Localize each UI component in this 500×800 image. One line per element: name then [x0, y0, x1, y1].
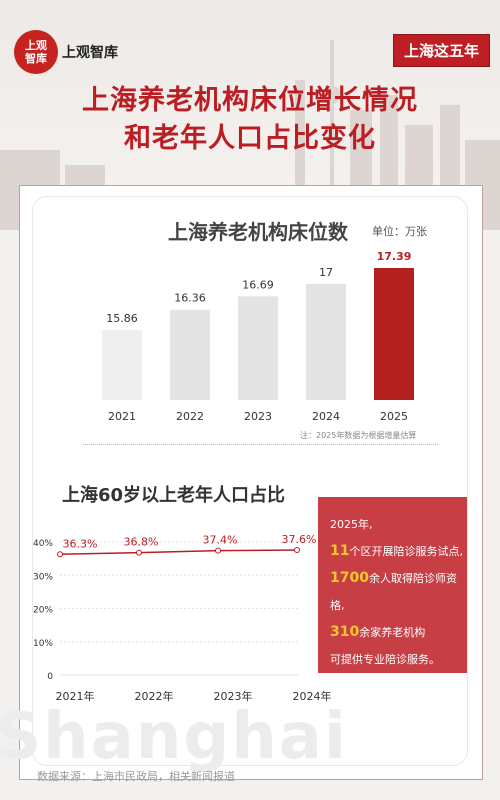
- point-value-label: 36.3%: [63, 537, 98, 550]
- bar: [102, 330, 142, 400]
- highlight-text: 余家养老机构: [359, 626, 426, 639]
- point-value-label: 37.4%: [203, 534, 238, 547]
- point-value-label: 36.8%: [124, 536, 159, 549]
- brand-name: 上观智库: [62, 45, 118, 61]
- data-point: [294, 546, 300, 553]
- x-category-label: 2021年: [56, 689, 95, 703]
- highlight-item: 11个区开展陪诊服务试点,: [330, 538, 467, 565]
- highlight-number: 310: [330, 624, 360, 640]
- title-line-2: 和老年人口占比变化: [124, 123, 376, 154]
- bar-value-label: 16.36: [174, 292, 206, 305]
- highlight-number: 1700: [330, 570, 369, 586]
- bar: [238, 296, 278, 400]
- data-source: 数据来源：上海市民政局，相关新闻报道: [37, 770, 235, 783]
- x-category-label: 2022年: [135, 689, 174, 703]
- line-chart-title: 上海60岁以上老年人口占比: [62, 485, 286, 506]
- data-point: [57, 551, 63, 558]
- y-tick-label: 10%: [33, 639, 53, 649]
- brand-logo: 上观 智库 上观智库: [14, 30, 118, 74]
- x-category-label: 2024年: [293, 689, 332, 703]
- highlight-number: 11: [330, 543, 350, 559]
- page-title: 上海养老机构床位增长情况 和老年人口占比变化: [0, 82, 500, 158]
- brand-badge: 上观 智库: [14, 30, 58, 74]
- highlight-text: 个区开展陪诊服务试点,: [349, 545, 463, 558]
- bar-category-label: 2024: [312, 410, 340, 423]
- highlight-outro: 可提供专业陪诊服务。: [330, 653, 440, 666]
- y-tick-label: 40%: [33, 539, 53, 549]
- bar: [374, 268, 414, 400]
- bar: [306, 283, 346, 400]
- divider: [83, 444, 438, 445]
- y-tick-label: 20%: [33, 606, 53, 616]
- bar-chart-title: 上海养老机构床位数: [168, 220, 348, 244]
- highlight-item: 310余家养老机构: [330, 619, 467, 646]
- bar-value-label: 17.39: [377, 250, 412, 263]
- bar-chart-note: 注：2025年数据为根据增量估算: [300, 431, 417, 440]
- brand-badge-line2: 智库: [25, 52, 47, 65]
- series-tag: 上海这五年: [389, 31, 490, 67]
- highlight-item: 1700余人取得陪诊师资格,: [330, 565, 467, 619]
- highlight-panel: 2025年, 11个区开展陪诊服务试点, 1700余人取得陪诊师资格, 310余…: [318, 497, 467, 673]
- data-point: [215, 547, 221, 554]
- line-series: [59, 549, 298, 556]
- data-point: [136, 549, 142, 556]
- brand-badge-line1: 上观: [25, 39, 47, 52]
- bar-category-label: 2022: [176, 410, 204, 423]
- bar: [170, 309, 210, 400]
- y-tick-label: 0: [47, 672, 53, 682]
- x-category-label: 2023年: [214, 689, 253, 703]
- bar-category-label: 2023: [244, 410, 272, 423]
- bar-chart-unit: 单位：万张: [372, 225, 427, 238]
- bar-value-label: 15.86: [106, 312, 138, 325]
- bar-category-label: 2025: [380, 410, 408, 423]
- highlight-text: 余人取得陪诊师资格,: [330, 572, 457, 612]
- title-line-1: 上海养老机构床位增长情况: [82, 85, 418, 116]
- bar-value-label: 16.69: [242, 278, 274, 291]
- watermark-text: Shanghai: [0, 700, 348, 774]
- bar-value-label: 17: [319, 266, 333, 279]
- highlight-intro: 2025年,: [330, 518, 373, 531]
- y-tick-label: 30%: [33, 572, 53, 582]
- bar-category-label: 2021: [108, 410, 136, 423]
- point-value-label: 37.6%: [282, 533, 317, 546]
